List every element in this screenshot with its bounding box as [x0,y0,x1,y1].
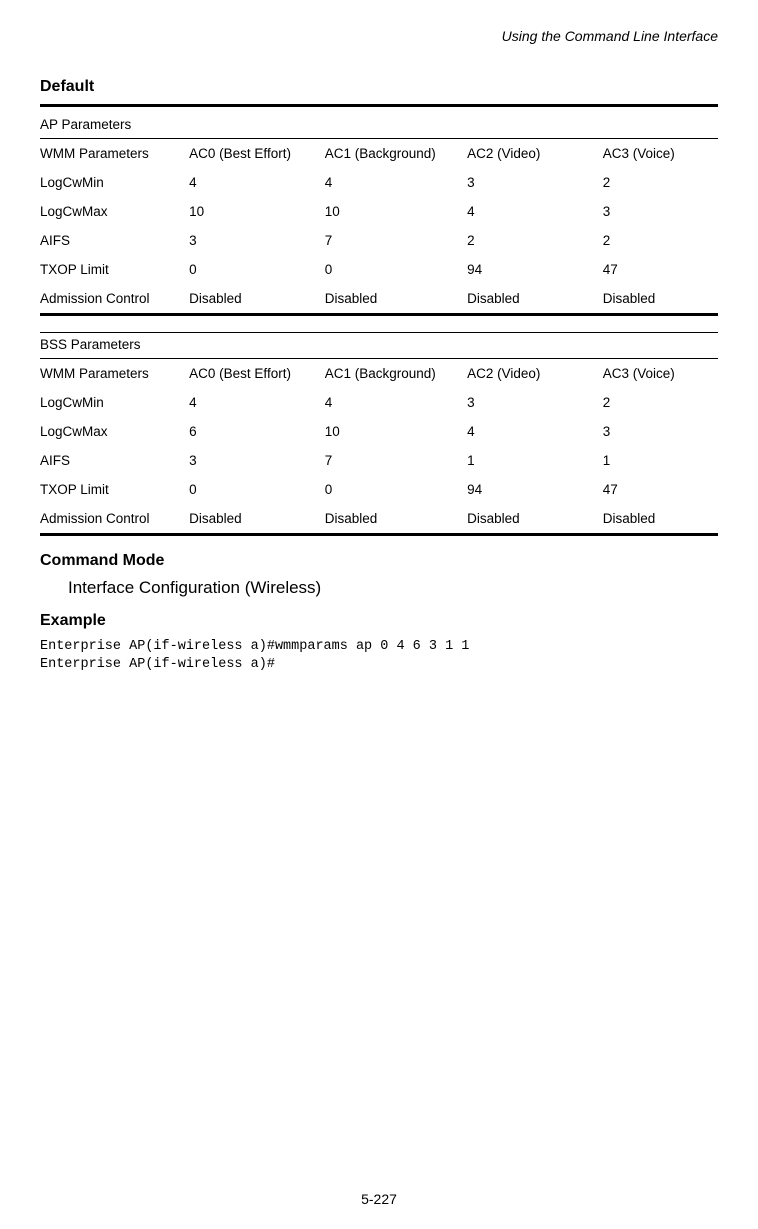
cell: 3 [467,388,603,417]
bss-col-1: AC0 (Best Effort) [189,359,325,389]
cell: 2 [467,226,603,255]
cell: 0 [189,475,325,504]
table-row: LogCwMax 10 10 4 3 [40,197,718,226]
cell: 2 [603,168,718,197]
cell: Disabled [603,504,718,533]
cell: 1 [467,446,603,475]
page-header: Using the Command Line Interface [40,28,718,44]
cell: 4 [189,168,325,197]
bss-col-3: AC2 (Video) [467,359,603,389]
cell: 0 [325,255,467,284]
cell: Disabled [467,284,603,313]
cell: TXOP Limit [40,255,189,284]
table-row: LogCwMax 6 10 4 3 [40,417,718,446]
cell: 4 [325,388,467,417]
ap-col-3: AC2 (Video) [467,139,603,169]
cell: 4 [325,168,467,197]
ap-col-0: WMM Parameters [40,139,189,169]
cell: 7 [325,226,467,255]
example-code: Enterprise AP(if-wireless a)#wmmparams a… [40,638,718,674]
cell: Disabled [603,284,718,313]
table-row: TXOP Limit 0 0 94 47 [40,475,718,504]
table-row: Admission Control Disabled Disabled Disa… [40,504,718,533]
cell: TXOP Limit [40,475,189,504]
cell: Disabled [325,504,467,533]
ap-parameters-table: AP Parameters WMM Parameters AC0 (Best E… [40,113,718,316]
table-row: TXOP Limit 0 0 94 47 [40,255,718,284]
cell: 2 [603,226,718,255]
command-mode-body: Interface Configuration (Wireless) [68,578,718,598]
cell: 10 [189,197,325,226]
bss-col-4: AC3 (Voice) [603,359,718,389]
cell: 4 [467,197,603,226]
ap-table-title: AP Parameters [40,113,718,139]
cell: LogCwMin [40,388,189,417]
cell: 3 [189,446,325,475]
cell: 47 [603,475,718,504]
table-row: AIFS 3 7 1 1 [40,446,718,475]
section-default: Default [40,78,718,96]
table-row: Admission Control Disabled Disabled Disa… [40,284,718,313]
cell: AIFS [40,226,189,255]
cell: 0 [325,475,467,504]
bss-table-title: BSS Parameters [40,333,718,359]
cell: 47 [603,255,718,284]
cell: 6 [189,417,325,446]
cell: 94 [467,475,603,504]
cell: Admission Control [40,284,189,313]
cell: Admission Control [40,504,189,533]
cell: 4 [189,388,325,417]
section-example: Example [40,612,718,630]
cell: 3 [603,417,718,446]
cell: 1 [603,446,718,475]
bss-col-2: AC1 (Background) [325,359,467,389]
cell: 3 [467,168,603,197]
table-row: AIFS 3 7 2 2 [40,226,718,255]
bss-col-0: WMM Parameters [40,359,189,389]
cell: 4 [467,417,603,446]
section-command-mode: Command Mode [40,552,718,570]
rule-heavy [40,104,718,107]
cell: 3 [189,226,325,255]
bss-parameters-table: BSS Parameters WMM Parameters AC0 (Best … [40,333,718,536]
table-row: LogCwMin 4 4 3 2 [40,388,718,417]
cell: LogCwMax [40,417,189,446]
cell: 94 [467,255,603,284]
ap-col-2: AC1 (Background) [325,139,467,169]
cell: 0 [189,255,325,284]
table-row: LogCwMin 4 4 3 2 [40,168,718,197]
ap-col-1: AC0 (Best Effort) [189,139,325,169]
cell: Disabled [325,284,467,313]
cell: 7 [325,446,467,475]
cell: Disabled [189,284,325,313]
cell: 3 [603,197,718,226]
ap-col-4: AC3 (Voice) [603,139,718,169]
cell: AIFS [40,446,189,475]
page-number: 5-227 [0,1191,758,1207]
cell: 10 [325,197,467,226]
cell: Disabled [189,504,325,533]
cell: 2 [603,388,718,417]
cell: LogCwMax [40,197,189,226]
cell: Disabled [467,504,603,533]
cell: 10 [325,417,467,446]
cell: LogCwMin [40,168,189,197]
